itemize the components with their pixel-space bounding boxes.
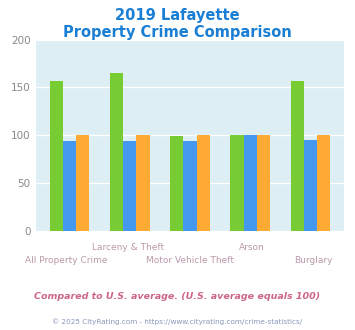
- Bar: [110, 73, 123, 231]
- Bar: [257, 135, 270, 231]
- Bar: [76, 135, 89, 231]
- Bar: [123, 141, 136, 231]
- Text: Arson: Arson: [239, 243, 264, 251]
- Text: © 2025 CityRating.com - https://www.cityrating.com/crime-statistics/: © 2025 CityRating.com - https://www.city…: [53, 318, 302, 325]
- Bar: [304, 140, 317, 231]
- Text: Burglary: Burglary: [294, 256, 333, 265]
- Text: Larceny & Theft: Larceny & Theft: [92, 243, 164, 251]
- Text: Motor Vehicle Theft: Motor Vehicle Theft: [146, 256, 234, 265]
- Bar: [50, 81, 63, 231]
- Bar: [244, 135, 257, 231]
- Text: All Property Crime: All Property Crime: [25, 256, 108, 265]
- Text: 2019 Lafayette: 2019 Lafayette: [115, 8, 240, 23]
- Bar: [230, 135, 244, 231]
- Bar: [170, 136, 183, 231]
- Bar: [290, 81, 304, 231]
- Text: Property Crime Comparison: Property Crime Comparison: [63, 25, 292, 40]
- Bar: [183, 141, 197, 231]
- Bar: [63, 141, 76, 231]
- Bar: [317, 135, 330, 231]
- Bar: [197, 135, 210, 231]
- Text: Compared to U.S. average. (U.S. average equals 100): Compared to U.S. average. (U.S. average …: [34, 292, 321, 301]
- Bar: [136, 135, 149, 231]
